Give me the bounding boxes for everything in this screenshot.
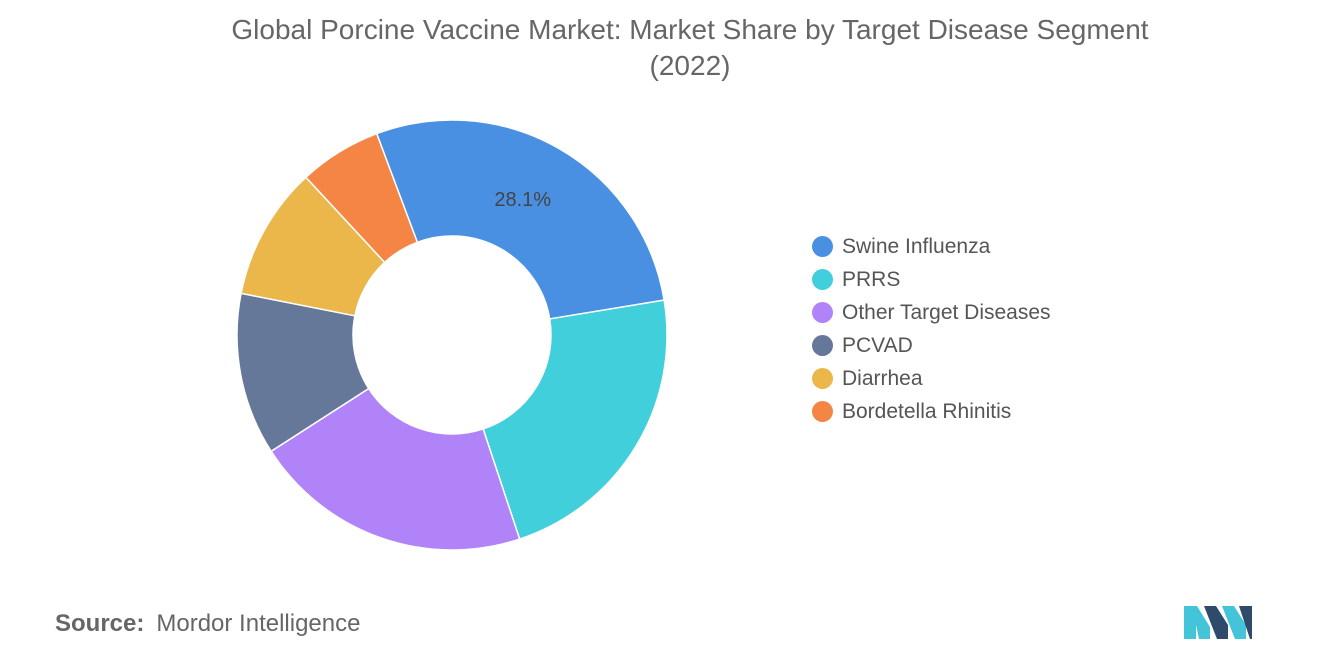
legend-swatch [812, 302, 833, 323]
chart-title-line-2: (2022) [649, 50, 731, 81]
legend-label: Diarrhea [842, 366, 923, 390]
legend-label: Swine Influenza [842, 234, 991, 258]
legend-label: PCVAD [842, 333, 913, 357]
chart-title: Global Porcine Vaccine Market: Market Sh… [60, 12, 1320, 84]
slice-other-target-diseases [270, 387, 521, 551]
slice-swine-influenza [375, 119, 666, 320]
legend-item-prrs: PRRS [812, 263, 1051, 296]
legend-swatch [812, 236, 833, 257]
mordor-intelligence-logo-icon [1184, 606, 1252, 639]
legend-swatch [812, 335, 833, 356]
legend-label: Other Target Diseases [842, 300, 1051, 324]
source-label: Source: [55, 610, 145, 637]
data-label-swine-influenza: 28.1% [494, 189, 551, 211]
legend-swatch [812, 401, 833, 422]
legend-item-swine-influenza: Swine Influenza [812, 230, 1051, 263]
legend-item-pcvad: PCVAD [812, 329, 1051, 362]
legend-item-other-target-diseases: Other Target Diseases [812, 296, 1051, 329]
source-text: Mordor Intelligence [156, 610, 361, 637]
legend-label: PRRS [842, 267, 901, 291]
legend-label: Bordetella Rhinitis [842, 399, 1012, 423]
legend-swatch [812, 368, 833, 389]
slice-prrs [482, 299, 668, 541]
chart-title-line-1: Global Porcine Vaccine Market: Market Sh… [231, 14, 1149, 45]
slice-bordetella-rhinitis [304, 132, 419, 264]
legend-item-diarrhea: Diarrhea [812, 362, 1051, 395]
source-note: Source: Mordor Intelligence [55, 610, 360, 638]
legend-swatch [812, 269, 833, 290]
chart-legend: Swine Influenza PRRS Other Target Diseases… [812, 230, 1051, 428]
legend-item-bordetella-rhinitis: Bordetella Rhinitis [812, 395, 1051, 428]
